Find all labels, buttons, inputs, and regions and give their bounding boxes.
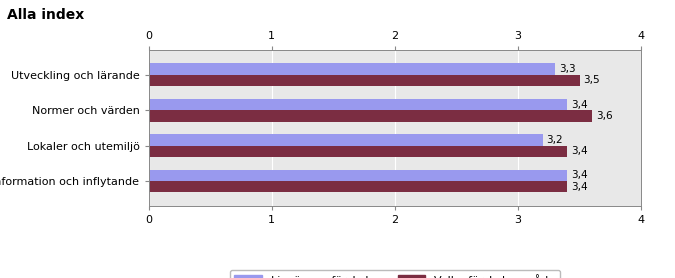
Bar	[148, 170, 567, 181]
Text: 3,4: 3,4	[571, 182, 588, 192]
Bar	[148, 134, 543, 146]
Legend: Linvägens förskola, Valbo förskoleområde: Linvägens förskola, Valbo förskoleområde	[230, 270, 560, 278]
Bar	[148, 99, 567, 110]
Text: 3,5: 3,5	[583, 75, 600, 85]
Bar	[148, 110, 592, 121]
Text: 3,4: 3,4	[571, 146, 588, 156]
Bar	[148, 181, 567, 192]
Text: 3,6: 3,6	[595, 111, 612, 121]
Bar	[148, 63, 555, 75]
Text: Alla index: Alla index	[7, 8, 84, 22]
Text: 3,3: 3,3	[559, 64, 575, 74]
Text: 3,4: 3,4	[571, 170, 588, 180]
Bar	[148, 75, 580, 86]
Bar	[148, 146, 567, 157]
Text: 3,4: 3,4	[571, 100, 588, 110]
Text: 3,2: 3,2	[546, 135, 563, 145]
